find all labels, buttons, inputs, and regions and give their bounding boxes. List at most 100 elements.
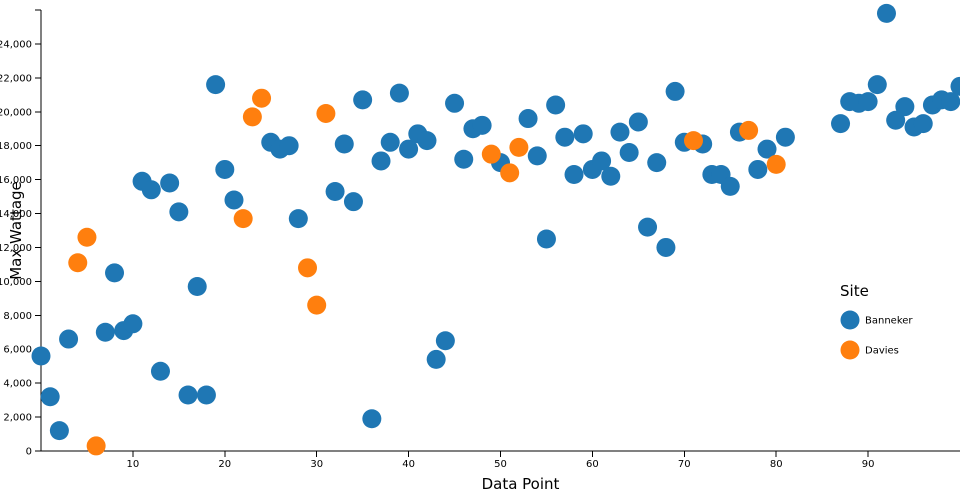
data-point-banneker [858, 92, 878, 112]
data-point-banneker [141, 180, 161, 200]
y-tick-label: 24,000 [0, 39, 32, 50]
data-point-banneker [555, 127, 575, 147]
axes-group: 0 2,000 4,000 6,000 8,000 10,000 12,000 14,000 1… [0, 9, 960, 470]
data-point-banneker [389, 83, 409, 103]
legend-label-banneker: Banneker [865, 316, 913, 327]
data-point-banneker [160, 173, 180, 193]
data-point-banneker [95, 322, 115, 342]
data-point-banneker [426, 349, 446, 369]
y-tick-label: 6,000 [3, 345, 32, 356]
data-point-davies [766, 154, 786, 174]
y-tick-label: 18,000 [0, 141, 32, 152]
data-point-davies [683, 131, 703, 151]
data-point-banneker [380, 132, 400, 152]
data-point-banneker [105, 263, 125, 283]
data-point-banneker [775, 127, 795, 147]
y-tick-label: 10,000 [0, 277, 32, 288]
x-tick-label: 40 [402, 459, 415, 470]
legend-label-davies: Davies [865, 346, 899, 357]
data-point-banneker [150, 361, 170, 381]
data-point-banneker [362, 409, 382, 429]
data-point-davies [68, 253, 88, 273]
data-point-banneker [40, 387, 60, 407]
y-tick-label: 20,000 [0, 107, 32, 118]
data-point-banneker [895, 97, 915, 117]
legend-swatch-banneker [840, 310, 860, 330]
y-tick-label: 14,000 [0, 209, 32, 220]
data-point-davies [481, 144, 501, 164]
data-point-banneker [288, 209, 308, 229]
x-axis-title: Data Point [482, 475, 560, 493]
x-tick-label: 70 [678, 459, 691, 470]
y-tick-label: 12,000 [0, 243, 32, 254]
data-point-banneker [564, 165, 584, 185]
data-point-banneker [454, 149, 474, 169]
legend: Site Banneker Davies [840, 282, 913, 360]
data-point-banneker [941, 92, 960, 112]
data-point-banneker [628, 112, 648, 132]
data-point-banneker [435, 331, 455, 351]
x-tick-label: 80 [770, 459, 783, 470]
data-point-banneker [371, 151, 391, 171]
data-point-davies [739, 120, 759, 140]
data-point-davies [509, 137, 529, 157]
data-point-banneker [353, 90, 373, 110]
data-point-banneker [720, 176, 740, 196]
data-point-davies [252, 88, 272, 108]
data-point-banneker [334, 134, 354, 154]
data-point-banneker [123, 314, 143, 334]
data-point-banneker [601, 166, 621, 186]
data-point-banneker [31, 346, 51, 366]
y-tick-label: 0 [26, 447, 32, 458]
x-tick-label: 30 [310, 459, 323, 470]
data-point-banneker [59, 329, 79, 349]
data-point-davies [242, 107, 262, 127]
data-point-banneker [876, 3, 896, 23]
data-point-banneker [638, 217, 658, 237]
data-point-banneker [665, 81, 685, 101]
legend-swatch-davies [840, 340, 860, 360]
data-point-davies [77, 227, 97, 247]
data-point-banneker [178, 385, 198, 405]
data-point-davies [86, 436, 106, 456]
y-tick-label: 22,000 [0, 73, 32, 84]
y-tick-label: 2,000 [3, 413, 32, 424]
data-point-banneker [950, 76, 960, 96]
data-point-banneker [417, 131, 437, 151]
data-point-banneker [656, 237, 676, 257]
data-point-banneker [196, 385, 216, 405]
y-tick-label: 16,000 [0, 175, 32, 186]
data-point-banneker [224, 190, 244, 210]
data-point-davies [233, 209, 253, 229]
data-point-banneker [445, 93, 465, 113]
x-tick-label: 20 [218, 459, 231, 470]
data-point-banneker [886, 110, 906, 130]
points-group [31, 3, 960, 456]
y-axis-title: Max Wattage [7, 181, 25, 280]
data-point-banneker [546, 95, 566, 115]
data-point-davies [316, 103, 336, 123]
x-tick-label: 50 [494, 459, 507, 470]
x-tick-label: 60 [586, 459, 599, 470]
data-point-banneker [215, 159, 235, 179]
data-point-banneker [472, 115, 492, 135]
data-point-banneker [279, 136, 299, 156]
data-point-banneker [913, 114, 933, 134]
x-tick-label: 90 [862, 459, 875, 470]
data-point-banneker [647, 153, 667, 173]
data-point-davies [298, 258, 318, 278]
data-point-banneker [49, 421, 69, 441]
data-point-banneker [536, 229, 556, 249]
data-point-banneker [325, 181, 345, 201]
data-point-banneker [619, 142, 639, 162]
data-point-davies [307, 295, 327, 315]
data-point-banneker [748, 159, 768, 179]
data-point-banneker [867, 75, 887, 95]
data-point-banneker [527, 146, 547, 166]
legend-title: Site [840, 282, 869, 300]
data-point-banneker [573, 124, 593, 144]
data-point-banneker [187, 276, 207, 296]
data-point-banneker [399, 139, 419, 159]
y-tick-label: 4,000 [3, 379, 32, 390]
